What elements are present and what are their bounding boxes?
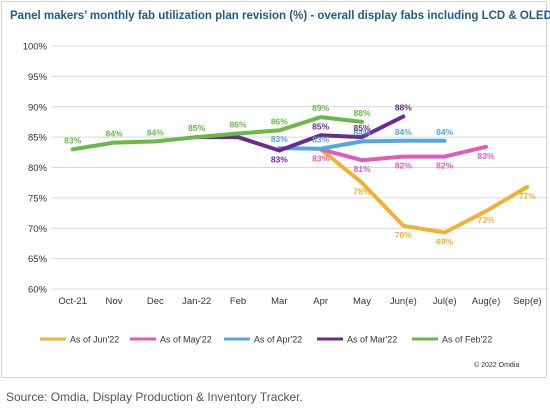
data-label: 83% xyxy=(477,151,494,161)
x-tick-label: Nov xyxy=(106,296,123,307)
data-label: 88% xyxy=(353,108,370,118)
x-tick-label: Aug(e) xyxy=(472,296,501,307)
data-label: 69% xyxy=(436,237,453,247)
data-label: 83% xyxy=(271,134,288,144)
y-tick-label: 90% xyxy=(28,102,48,113)
legend-label: As of May'22 xyxy=(160,335,212,345)
x-tick-label: Sep(e) xyxy=(513,296,542,307)
data-label: 84% xyxy=(105,129,122,139)
x-tick-label: Jun(e) xyxy=(390,296,417,307)
y-tick-label: 100% xyxy=(23,42,48,53)
legend-label: As of Feb'22 xyxy=(442,335,492,345)
data-label: 85% xyxy=(188,123,205,133)
data-label: 83% xyxy=(64,135,81,145)
data-label: 81% xyxy=(353,164,370,174)
data-label: 85% xyxy=(353,123,370,133)
x-tick-label: Dec xyxy=(147,296,164,307)
data-label: 83% xyxy=(271,154,288,164)
source-note: Source: Omdia, Display Production & Inve… xyxy=(6,390,303,404)
y-tick-label: 60% xyxy=(28,285,48,296)
x-tick-label: Apr xyxy=(313,296,328,307)
data-label: 89% xyxy=(312,103,329,113)
y-tick-label: 95% xyxy=(28,72,48,83)
series-line xyxy=(70,115,364,152)
data-label: 82% xyxy=(395,161,412,171)
x-tick-label: Mar xyxy=(271,296,287,307)
data-label: 82% xyxy=(436,161,453,171)
x-tick-label: Oct-21 xyxy=(58,296,87,307)
legend-label: As of Mar'22 xyxy=(347,335,397,345)
data-label: 70% xyxy=(395,230,412,240)
data-label: 84% xyxy=(147,127,164,137)
y-tick-label: 80% xyxy=(28,163,48,174)
series-line xyxy=(277,138,447,151)
y-tick-label: 85% xyxy=(28,133,48,144)
chart-frame xyxy=(1,1,547,378)
data-label: 73% xyxy=(477,215,494,225)
data-label: 83% xyxy=(312,135,329,145)
y-tick-label: 75% xyxy=(28,193,48,204)
copyright-note: © 2022 Omdia xyxy=(474,362,520,369)
data-label: 78% xyxy=(353,187,370,197)
legend-label: As of Apr'22 xyxy=(254,335,302,345)
data-label: 77% xyxy=(519,191,536,201)
x-tick-label: Feb xyxy=(230,296,246,307)
x-tick-label: Jul(e) xyxy=(433,296,457,307)
data-label: 84% xyxy=(436,127,453,137)
series-line xyxy=(194,114,406,153)
series-line xyxy=(318,144,488,163)
data-label: 84% xyxy=(395,127,412,137)
y-tick-label: 65% xyxy=(28,254,48,265)
data-label: 86% xyxy=(229,119,246,129)
y-tick-label: 70% xyxy=(28,224,48,235)
legend-label: As of Jun'22 xyxy=(70,335,119,345)
x-tick-label: Jan-22 xyxy=(182,296,211,307)
data-label: 84% xyxy=(353,127,370,137)
x-tick-label: May xyxy=(353,296,371,307)
data-label: 86% xyxy=(271,116,288,126)
chart-title: Panel makers’ monthly fab utilization pl… xyxy=(10,10,550,22)
data-label: 85% xyxy=(312,121,329,131)
data-label: 83% xyxy=(312,153,329,163)
series-line xyxy=(318,147,530,235)
data-label: 88% xyxy=(395,102,412,112)
